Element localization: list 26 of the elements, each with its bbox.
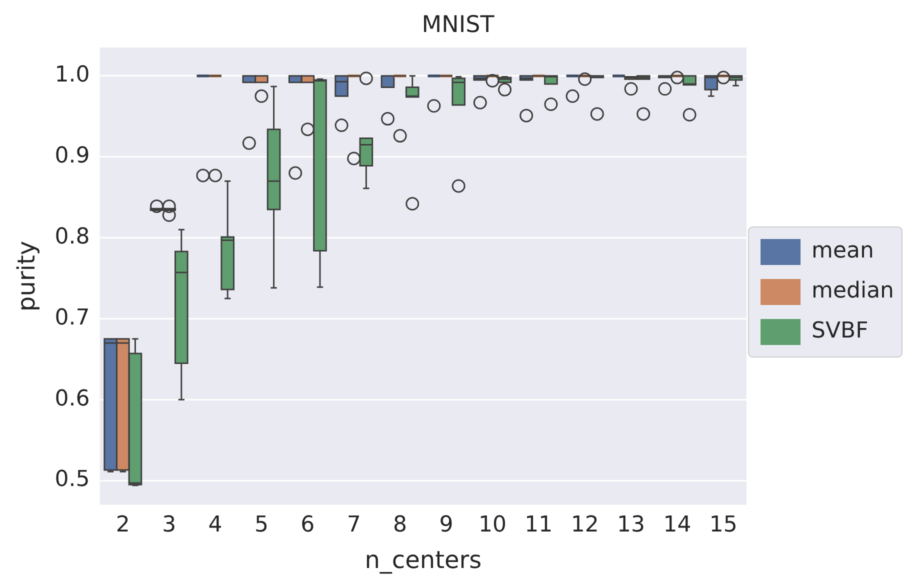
x-tick-label: 7 — [346, 512, 361, 538]
y-tick-label: 1.0 — [54, 62, 90, 88]
x-tick-label: 4 — [208, 512, 222, 538]
x-tick-label: 15 — [709, 512, 738, 538]
x-tick-label: 13 — [617, 512, 646, 538]
y-tick-label: 0.6 — [54, 386, 90, 412]
y-tick-label: 0.9 — [54, 144, 90, 169]
x-tick-label: 14 — [663, 512, 692, 538]
x-axis-title: n_centers — [364, 546, 482, 574]
y-tick-label: 0.8 — [54, 224, 90, 250]
y-tick-label: 0.5 — [54, 467, 90, 492]
legend-label: SVBF — [812, 318, 868, 344]
x-tick-label: 5 — [254, 512, 268, 538]
x-tick-label: 12 — [570, 512, 599, 538]
x-tick-label: 11 — [524, 512, 553, 538]
y-axis-title: purity — [12, 240, 41, 312]
x-tick-label: 2 — [116, 512, 130, 538]
chart-title: MNIST — [422, 12, 496, 38]
legend-label: mean — [812, 238, 874, 264]
x-tick-label: 9 — [439, 512, 454, 538]
x-tick-label: 3 — [162, 512, 176, 538]
y-tick-label: 0.7 — [54, 305, 90, 330]
x-tick-label: 8 — [393, 512, 408, 538]
x-tick-label: 10 — [478, 512, 506, 538]
x-tick-label: 6 — [300, 512, 315, 538]
legend-label: median — [812, 278, 894, 304]
